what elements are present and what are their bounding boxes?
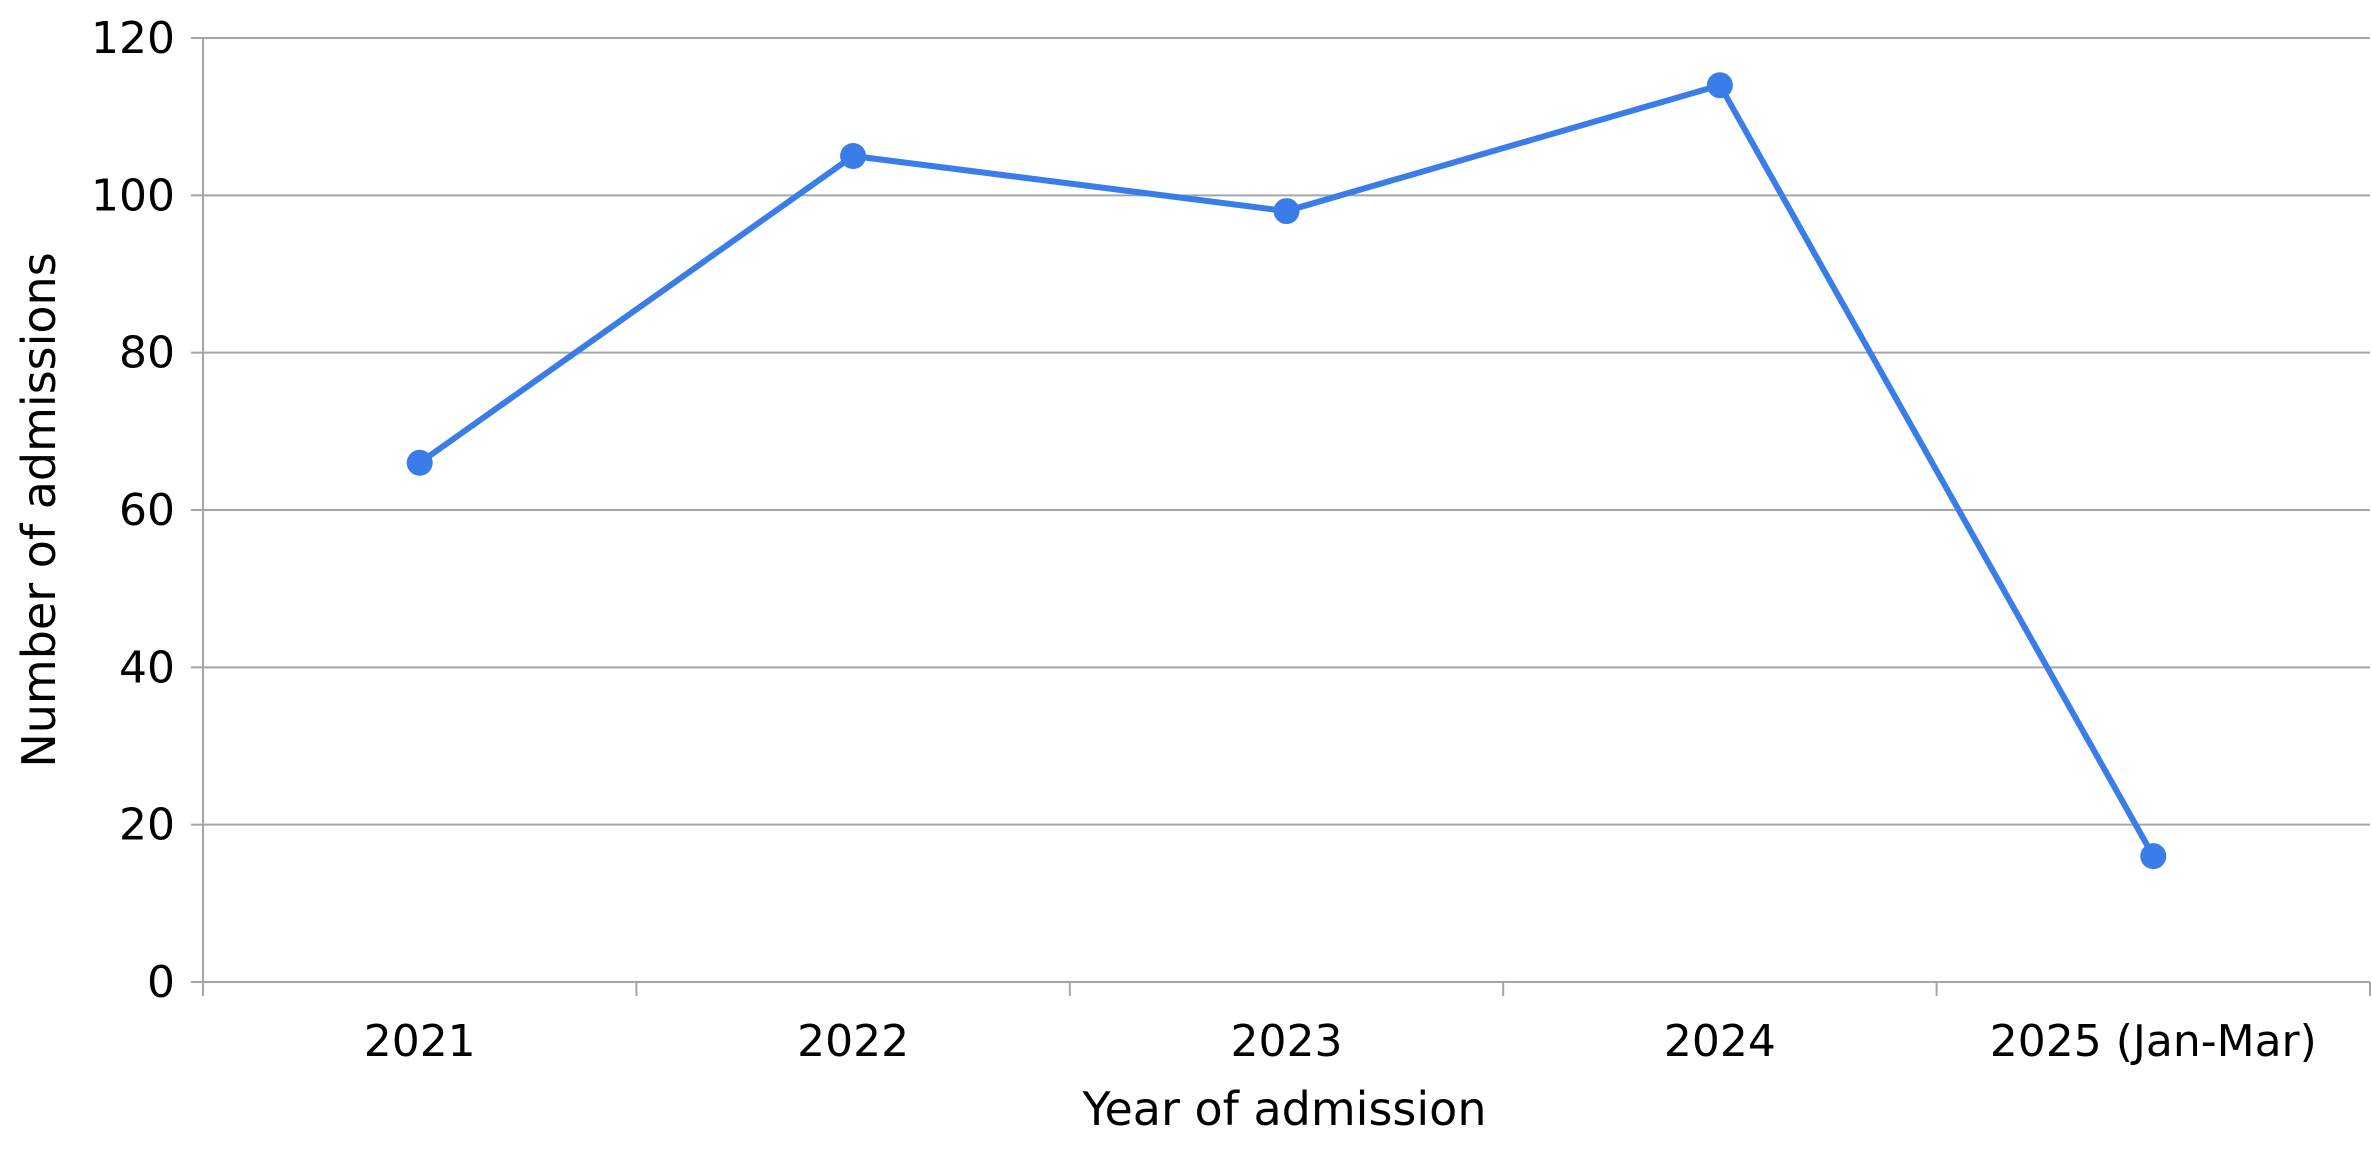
series bbox=[406, 72, 2167, 870]
x-tick-label: 2024 bbox=[1664, 1016, 1776, 1067]
y-tick-label: 120 bbox=[91, 13, 175, 64]
x-tick-label: 2025 (Jan-Mar) bbox=[1990, 1016, 2317, 1067]
y-tick-label: 100 bbox=[91, 170, 175, 221]
y-tick-label: 40 bbox=[119, 642, 175, 693]
y-tick-label: 60 bbox=[119, 485, 175, 536]
y-tick-label: 20 bbox=[119, 800, 175, 851]
data-point bbox=[840, 143, 867, 169]
y-tick-labels: 0 20 40 60 80 100 120 bbox=[91, 13, 175, 1008]
gridlines bbox=[203, 37, 2370, 826]
x-tick-label: 2023 bbox=[1231, 1016, 1343, 1067]
x-tick-label: 2021 bbox=[364, 1016, 476, 1067]
x-tick-labels: 2021 2022 2023 2024 2025 (Jan-Mar) bbox=[364, 1016, 2317, 1067]
x-axis-title: Year of admission bbox=[1082, 1082, 1487, 1136]
axes bbox=[191, 37, 2371, 996]
data-point bbox=[2140, 843, 2167, 870]
y-axis-title: Number of admissions bbox=[12, 252, 66, 767]
data-point bbox=[1273, 198, 1300, 225]
data-point bbox=[406, 449, 433, 476]
y-tick-label: 0 bbox=[147, 957, 175, 1008]
y-tick-label: 80 bbox=[119, 328, 175, 379]
data-point bbox=[1706, 72, 1733, 99]
x-tick-label: 2022 bbox=[797, 1016, 909, 1067]
